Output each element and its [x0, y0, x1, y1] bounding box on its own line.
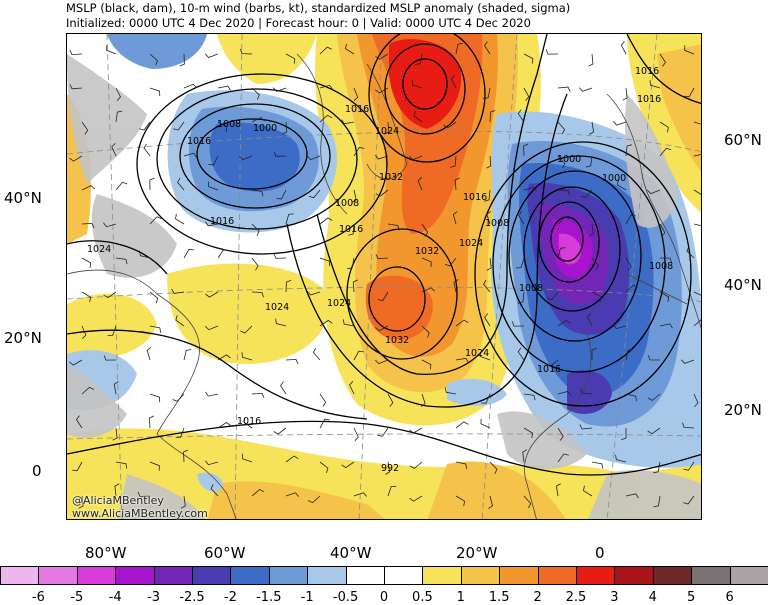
colorbar-cell: [652, 566, 693, 585]
map-canvas: 1008 1000 1016 1016 1024 1016 1008 1016 1024 1032…: [67, 34, 701, 519]
colorbar-label: -1.5: [256, 590, 282, 605]
colorbar-cell: [153, 566, 193, 585]
pressure-label: 1032: [379, 172, 403, 183]
pressure-label: 1000: [253, 123, 277, 134]
colorbar-cell: [230, 566, 270, 585]
lat-label-left-20n: 20°N: [4, 329, 42, 347]
colorbar-label: 0.5: [412, 590, 433, 605]
colorbar-label: 3: [610, 590, 619, 605]
map-panel: 1008 1000 1016 1016 1024 1016 1008 1016 1024 1032…: [66, 33, 702, 520]
colorbar-cell: [422, 566, 462, 585]
pressure-label: 1008: [649, 261, 673, 272]
colorbar-cell: [307, 566, 347, 585]
lat-label-left-40n: 40°N: [4, 189, 42, 207]
colorbar-label: -2.5: [179, 590, 205, 605]
pressure-label: 1016: [237, 416, 261, 427]
map-title: MSLP (black, dam), 10-m wind (barbs, kt)…: [66, 1, 571, 15]
land-mask: [67, 54, 701, 519]
colorbar-label: 4: [648, 590, 657, 605]
pressure-label: 1016: [339, 224, 363, 235]
lon-label-40w: 40°W: [330, 544, 372, 562]
lat-label-right-60n: 60°N: [724, 131, 762, 149]
pressure-label: 1008: [519, 283, 543, 294]
colorbar-cell: [115, 566, 155, 585]
colorbar-cell: [268, 566, 309, 585]
colorbar-cell: [384, 566, 424, 585]
anomaly-shading: [67, 34, 701, 519]
pressure-label: 1016: [187, 136, 211, 147]
map-subtitle: Initialized: 0000 UTC 4 Dec 2020 | Forec…: [66, 16, 531, 30]
colorbar-cell: [76, 566, 117, 585]
pressure-labels: 1008 1000 1016 1016 1024 1016 1008 1016 1024 1032…: [87, 66, 673, 474]
colorbar-cell: [614, 566, 654, 585]
pressure-label: 1016: [463, 192, 487, 203]
colorbar-cell: [499, 566, 539, 585]
colorbar-cell: [38, 566, 78, 585]
pressure-label: 1016: [345, 104, 369, 115]
mslp-contours: [67, 34, 701, 476]
colorbar-cell: [691, 566, 731, 585]
colorbar-label: 1.5: [488, 590, 510, 605]
colorbar-label: 5: [687, 590, 696, 605]
pressure-label: 1024: [459, 238, 483, 249]
pressure-label: 1024: [327, 298, 351, 309]
lat-label-left-0: 0: [32, 462, 42, 480]
lat-label-right-40n: 40°N: [724, 276, 762, 294]
pressure-label: 1024: [375, 126, 399, 137]
lon-label-60w: 60°W: [204, 544, 246, 562]
pressure-label: 1008: [335, 198, 359, 209]
colorbar-label: 6: [725, 590, 734, 605]
colorbar-cell: [460, 566, 501, 585]
colorbar-label: 2.5: [565, 590, 587, 605]
lon-label-20w: 20°W: [456, 544, 498, 562]
lon-label-80w: 80°W: [85, 544, 127, 562]
colorbar-label: -1: [300, 590, 314, 605]
pressure-label: 992: [381, 463, 399, 474]
colorbar-cell: [192, 566, 232, 585]
pressure-label: 1032: [385, 335, 409, 346]
colorbar-label: -6: [31, 590, 45, 605]
colorbar-cell: [537, 566, 577, 585]
lon-label-0: 0: [595, 544, 605, 562]
colorbar-label: 2: [533, 590, 542, 605]
colorbar-label: -5: [70, 590, 84, 605]
pressure-label: 1000: [557, 154, 581, 165]
pressure-label: 1024: [87, 244, 111, 255]
colorbar-label: 1: [456, 590, 465, 605]
colorbar-cell: [729, 566, 768, 585]
colorbar-label: 0: [379, 590, 389, 605]
pressure-label: 1000: [602, 173, 626, 184]
lat-label-right-20n: 20°N: [724, 401, 762, 419]
colorbar: [0, 566, 768, 585]
wind-barbs: [69, 41, 701, 509]
pressure-label: 1024: [265, 302, 289, 313]
colorbar-label: -3: [147, 590, 161, 605]
colorbar-label: -4: [108, 590, 122, 605]
colorbar-cell: [345, 566, 385, 585]
pressure-label: 1008: [485, 218, 509, 229]
pressure-label: 1016: [537, 364, 561, 375]
coastlines: [67, 53, 701, 519]
pressure-label: 1016: [210, 216, 234, 227]
colorbar-cell: [576, 566, 616, 585]
pressure-label: 1016: [635, 66, 659, 77]
pressure-label: 1008: [217, 119, 241, 130]
colorbar-label: -2: [223, 590, 237, 605]
pressure-label: 1024: [465, 348, 489, 359]
credit-url: www.AliciaMBentley.com: [72, 507, 208, 520]
colorbar-label: -0.5: [332, 590, 359, 605]
colorbar-cell: [0, 566, 40, 585]
pressure-label: 1032: [415, 246, 439, 257]
credit-handle: @AliciaMBentley: [72, 494, 164, 507]
pressure-label: 1016: [637, 94, 661, 105]
